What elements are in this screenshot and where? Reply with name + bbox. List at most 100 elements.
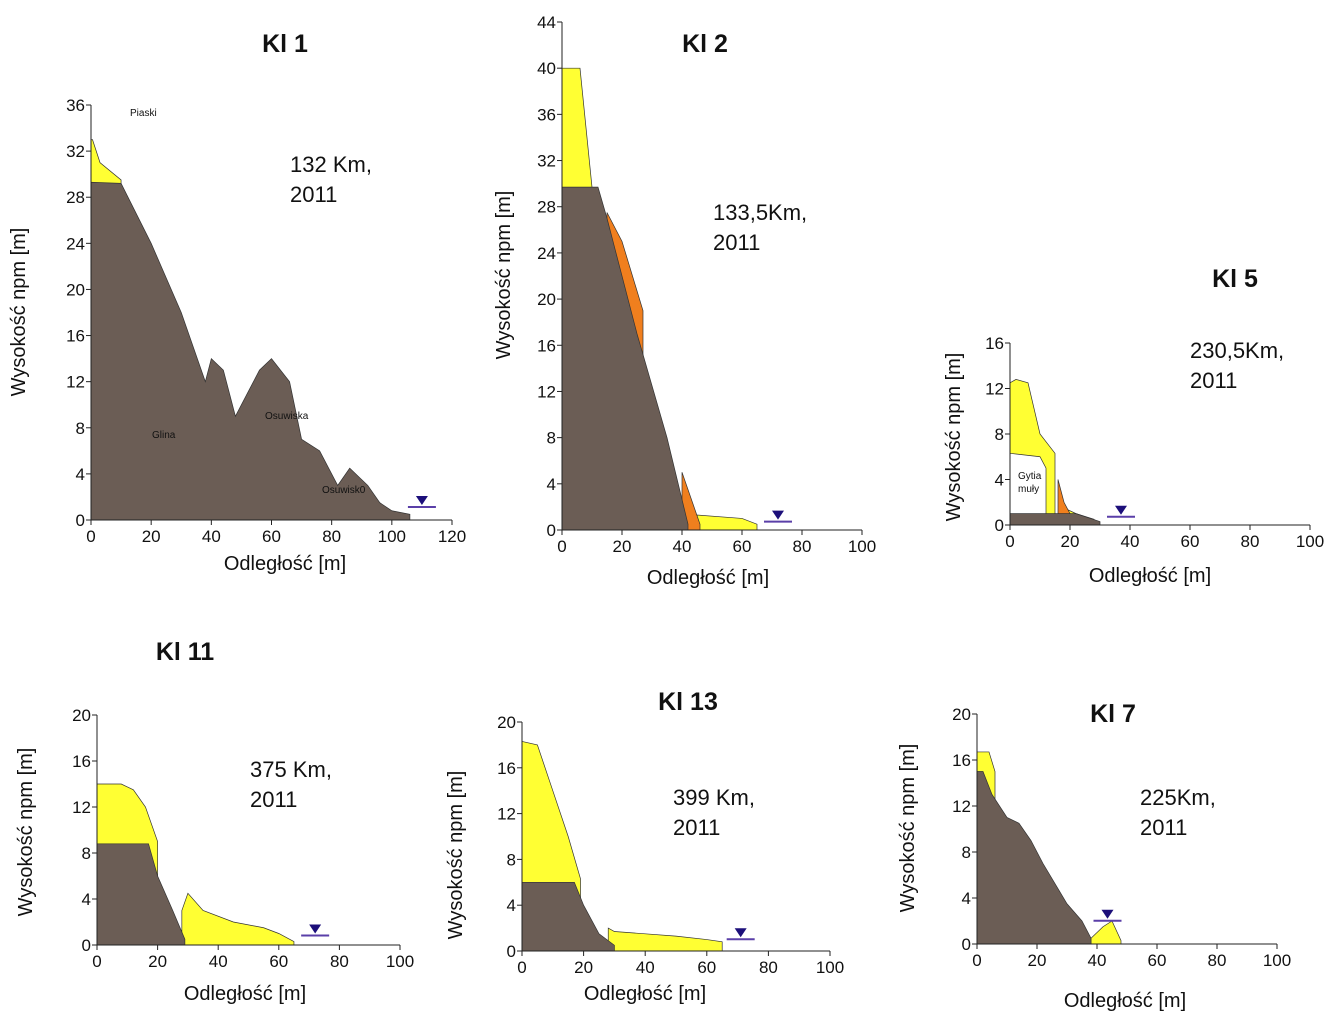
- y-tick-label: 8: [547, 429, 556, 448]
- x-tick-label: 40: [1121, 532, 1140, 551]
- note: 133,5Km,: [713, 200, 807, 225]
- chart-title: Kl 13: [658, 688, 718, 716]
- annotation: Osuwiska: [265, 411, 309, 422]
- x-tick-label: 0: [1005, 532, 1014, 551]
- y-tick-label: 4: [82, 890, 91, 909]
- y-tick-label: 8: [507, 850, 516, 869]
- x-axis-label: Odległość [m]: [184, 983, 306, 1005]
- annotation: Piaski: [130, 108, 157, 119]
- y-tick-label: 8: [82, 844, 91, 863]
- y-tick-label: 8: [995, 425, 1004, 444]
- x-axis-label: Odległość [m]: [584, 983, 706, 1005]
- y-tick-label: 40: [537, 59, 556, 78]
- x-tick-label: 40: [202, 527, 221, 546]
- y-axis-label: Wysokość npm [m]: [8, 228, 30, 397]
- chart-title: Kl 11: [156, 638, 214, 666]
- x-tick-label: 80: [759, 958, 778, 977]
- x-tick-label: 60: [1148, 951, 1167, 970]
- note: 375 Km,: [250, 757, 332, 782]
- x-tick-label: 20: [1028, 951, 1047, 970]
- y-tick-label: 32: [537, 152, 556, 171]
- y-tick-label: 0: [507, 942, 516, 961]
- y-tick-label: 4: [76, 465, 85, 484]
- note: 2011: [1140, 815, 1187, 840]
- note: 2011: [250, 787, 297, 812]
- y-tick-label: 16: [985, 334, 1004, 353]
- x-tick-label: 0: [517, 958, 526, 977]
- x-tick-label: 20: [574, 958, 593, 977]
- y-tick-label: 4: [995, 471, 1004, 490]
- y-tick-label: 0: [962, 935, 971, 954]
- y-tick-label: 44: [537, 13, 556, 32]
- x-tick-label: 100: [386, 952, 414, 971]
- x-tick-label: 20: [613, 537, 632, 556]
- y-axis-label: Wysokość npm [m]: [15, 748, 37, 917]
- y-tick-label: 0: [547, 521, 556, 540]
- x-tick-label: 20: [142, 527, 161, 546]
- annotation: muły: [1018, 484, 1039, 495]
- x-tick-label: 60: [697, 958, 716, 977]
- water-level: [309, 924, 322, 934]
- annotation: Gytia: [1018, 471, 1042, 482]
- water-level: [734, 928, 747, 938]
- water-level: [772, 510, 784, 520]
- chart: 0 20 40 60 80 100 0 4 8 12 16 20 Kl 11 375 Km, 2011 Wys…: [15, 638, 414, 1005]
- note: 2011: [673, 815, 720, 840]
- x-tick-label: 60: [262, 527, 281, 546]
- x-tick-label: 40: [673, 537, 692, 556]
- y-tick-label: 20: [537, 290, 556, 309]
- y-tick-label: 12: [497, 805, 516, 824]
- layer: [561, 186, 689, 531]
- x-axis-label: Odległość [m]: [1089, 565, 1211, 587]
- x-tick-label: 80: [330, 952, 349, 971]
- annotation: Glina: [152, 430, 176, 441]
- layer: [90, 181, 411, 521]
- x-tick-label: 100: [816, 958, 844, 977]
- y-tick-label: 16: [952, 751, 971, 770]
- y-tick-label: 16: [72, 752, 91, 771]
- x-tick-label: 80: [793, 537, 812, 556]
- layer: [1090, 920, 1122, 945]
- layer: [521, 881, 615, 952]
- y-tick-label: 32: [66, 142, 85, 161]
- x-tick-label: 0: [557, 537, 566, 556]
- layer: [1009, 513, 1101, 526]
- x-tick-label: 40: [636, 958, 655, 977]
- note: 2011: [1190, 368, 1237, 393]
- note: 132 Km,: [290, 152, 372, 177]
- water-level: [1115, 505, 1127, 515]
- note: 2011: [290, 182, 337, 207]
- y-tick-label: 8: [962, 843, 971, 862]
- note: 225Km,: [1140, 785, 1216, 810]
- y-tick-label: 20: [66, 280, 85, 299]
- y-tick-label: 16: [66, 327, 85, 346]
- x-tick-label: 100: [848, 537, 876, 556]
- y-tick-label: 36: [537, 105, 556, 124]
- x-tick-label: 60: [1181, 532, 1200, 551]
- y-tick-label: 20: [497, 713, 516, 732]
- y-tick-label: 28: [537, 198, 556, 217]
- layer: [607, 927, 723, 952]
- chart: 0 20 40 60 80 100 0 4 8 12 16 Kl 5 230,5Km, 2011 Wysok…: [943, 265, 1324, 587]
- y-axis-label: Wysokość npm [m]: [493, 191, 515, 360]
- chart-title: Kl 2: [682, 30, 728, 58]
- y-axis-label: Wysokość npm [m]: [445, 771, 467, 940]
- x-tick-label: 40: [1088, 951, 1107, 970]
- x-tick-label: 0: [86, 527, 95, 546]
- chart: 0 20 40 60 80 100 0 4 8 12 16 20 24 28 32 36 40 44 Kl 2 133…: [493, 13, 876, 589]
- water-level: [1101, 909, 1114, 919]
- x-tick-label: 0: [92, 952, 101, 971]
- x-tick-label: 80: [322, 527, 341, 546]
- x-tick-label: 80: [1208, 951, 1227, 970]
- y-tick-label: 36: [66, 96, 85, 115]
- x-tick-label: 120: [438, 527, 466, 546]
- y-tick-label: 0: [995, 516, 1004, 535]
- y-tick-label: 0: [76, 511, 85, 530]
- y-tick-label: 24: [66, 234, 85, 253]
- y-tick-label: 12: [72, 798, 91, 817]
- y-tick-label: 20: [72, 706, 91, 725]
- water-level: [415, 496, 428, 506]
- y-tick-label: 16: [537, 336, 556, 355]
- layer: [181, 892, 295, 946]
